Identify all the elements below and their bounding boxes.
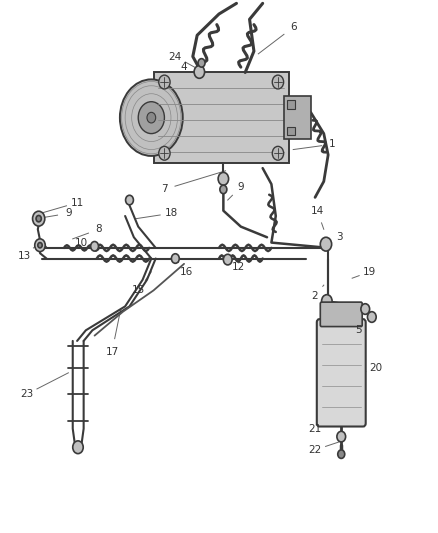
Text: 7: 7 [161, 184, 168, 195]
Text: 21: 21 [308, 424, 321, 434]
FancyBboxPatch shape [153, 72, 289, 163]
Text: 19: 19 [363, 267, 376, 277]
Text: 5: 5 [355, 325, 362, 335]
Bar [287, 127, 294, 135]
Circle shape [320, 237, 332, 251]
FancyBboxPatch shape [317, 319, 366, 426]
Text: 2: 2 [312, 290, 318, 301]
Circle shape [198, 59, 205, 67]
Circle shape [32, 211, 45, 226]
Text: 23: 23 [20, 389, 34, 399]
Bar [287, 100, 294, 109]
Circle shape [35, 239, 45, 252]
Text: 6: 6 [290, 22, 297, 33]
Text: 15: 15 [131, 286, 145, 295]
Text: 20: 20 [370, 362, 383, 373]
Circle shape [159, 75, 170, 89]
Text: 1: 1 [329, 139, 336, 149]
Circle shape [38, 243, 42, 248]
Circle shape [367, 312, 376, 322]
Text: 9: 9 [65, 208, 72, 219]
Circle shape [218, 172, 229, 185]
Circle shape [272, 75, 284, 89]
Circle shape [147, 112, 155, 123]
Circle shape [338, 450, 345, 458]
Text: 14: 14 [311, 206, 324, 216]
Circle shape [91, 241, 99, 251]
Circle shape [159, 147, 170, 160]
Circle shape [171, 254, 179, 263]
Text: 8: 8 [95, 224, 102, 235]
Text: 4: 4 [181, 62, 187, 72]
Text: 3: 3 [336, 232, 343, 243]
Circle shape [337, 431, 346, 442]
Circle shape [220, 185, 227, 193]
Text: 11: 11 [71, 198, 84, 208]
Text: 10: 10 [75, 238, 88, 247]
FancyBboxPatch shape [320, 302, 362, 327]
Text: 12: 12 [232, 262, 245, 271]
Circle shape [138, 102, 164, 134]
Text: 22: 22 [308, 445, 321, 455]
Circle shape [321, 295, 332, 308]
Text: 24: 24 [169, 52, 182, 61]
Text: 18: 18 [164, 208, 177, 219]
Circle shape [36, 215, 41, 222]
Text: 13: 13 [18, 251, 32, 261]
Circle shape [223, 254, 232, 265]
Text: 17: 17 [106, 346, 119, 357]
Text: 16: 16 [180, 267, 193, 277]
Circle shape [120, 79, 183, 156]
Circle shape [73, 441, 83, 454]
Circle shape [126, 195, 134, 205]
Circle shape [194, 66, 205, 78]
Bar [285, 96, 311, 139]
Circle shape [361, 304, 370, 314]
Circle shape [272, 147, 284, 160]
Text: 9: 9 [237, 182, 244, 192]
